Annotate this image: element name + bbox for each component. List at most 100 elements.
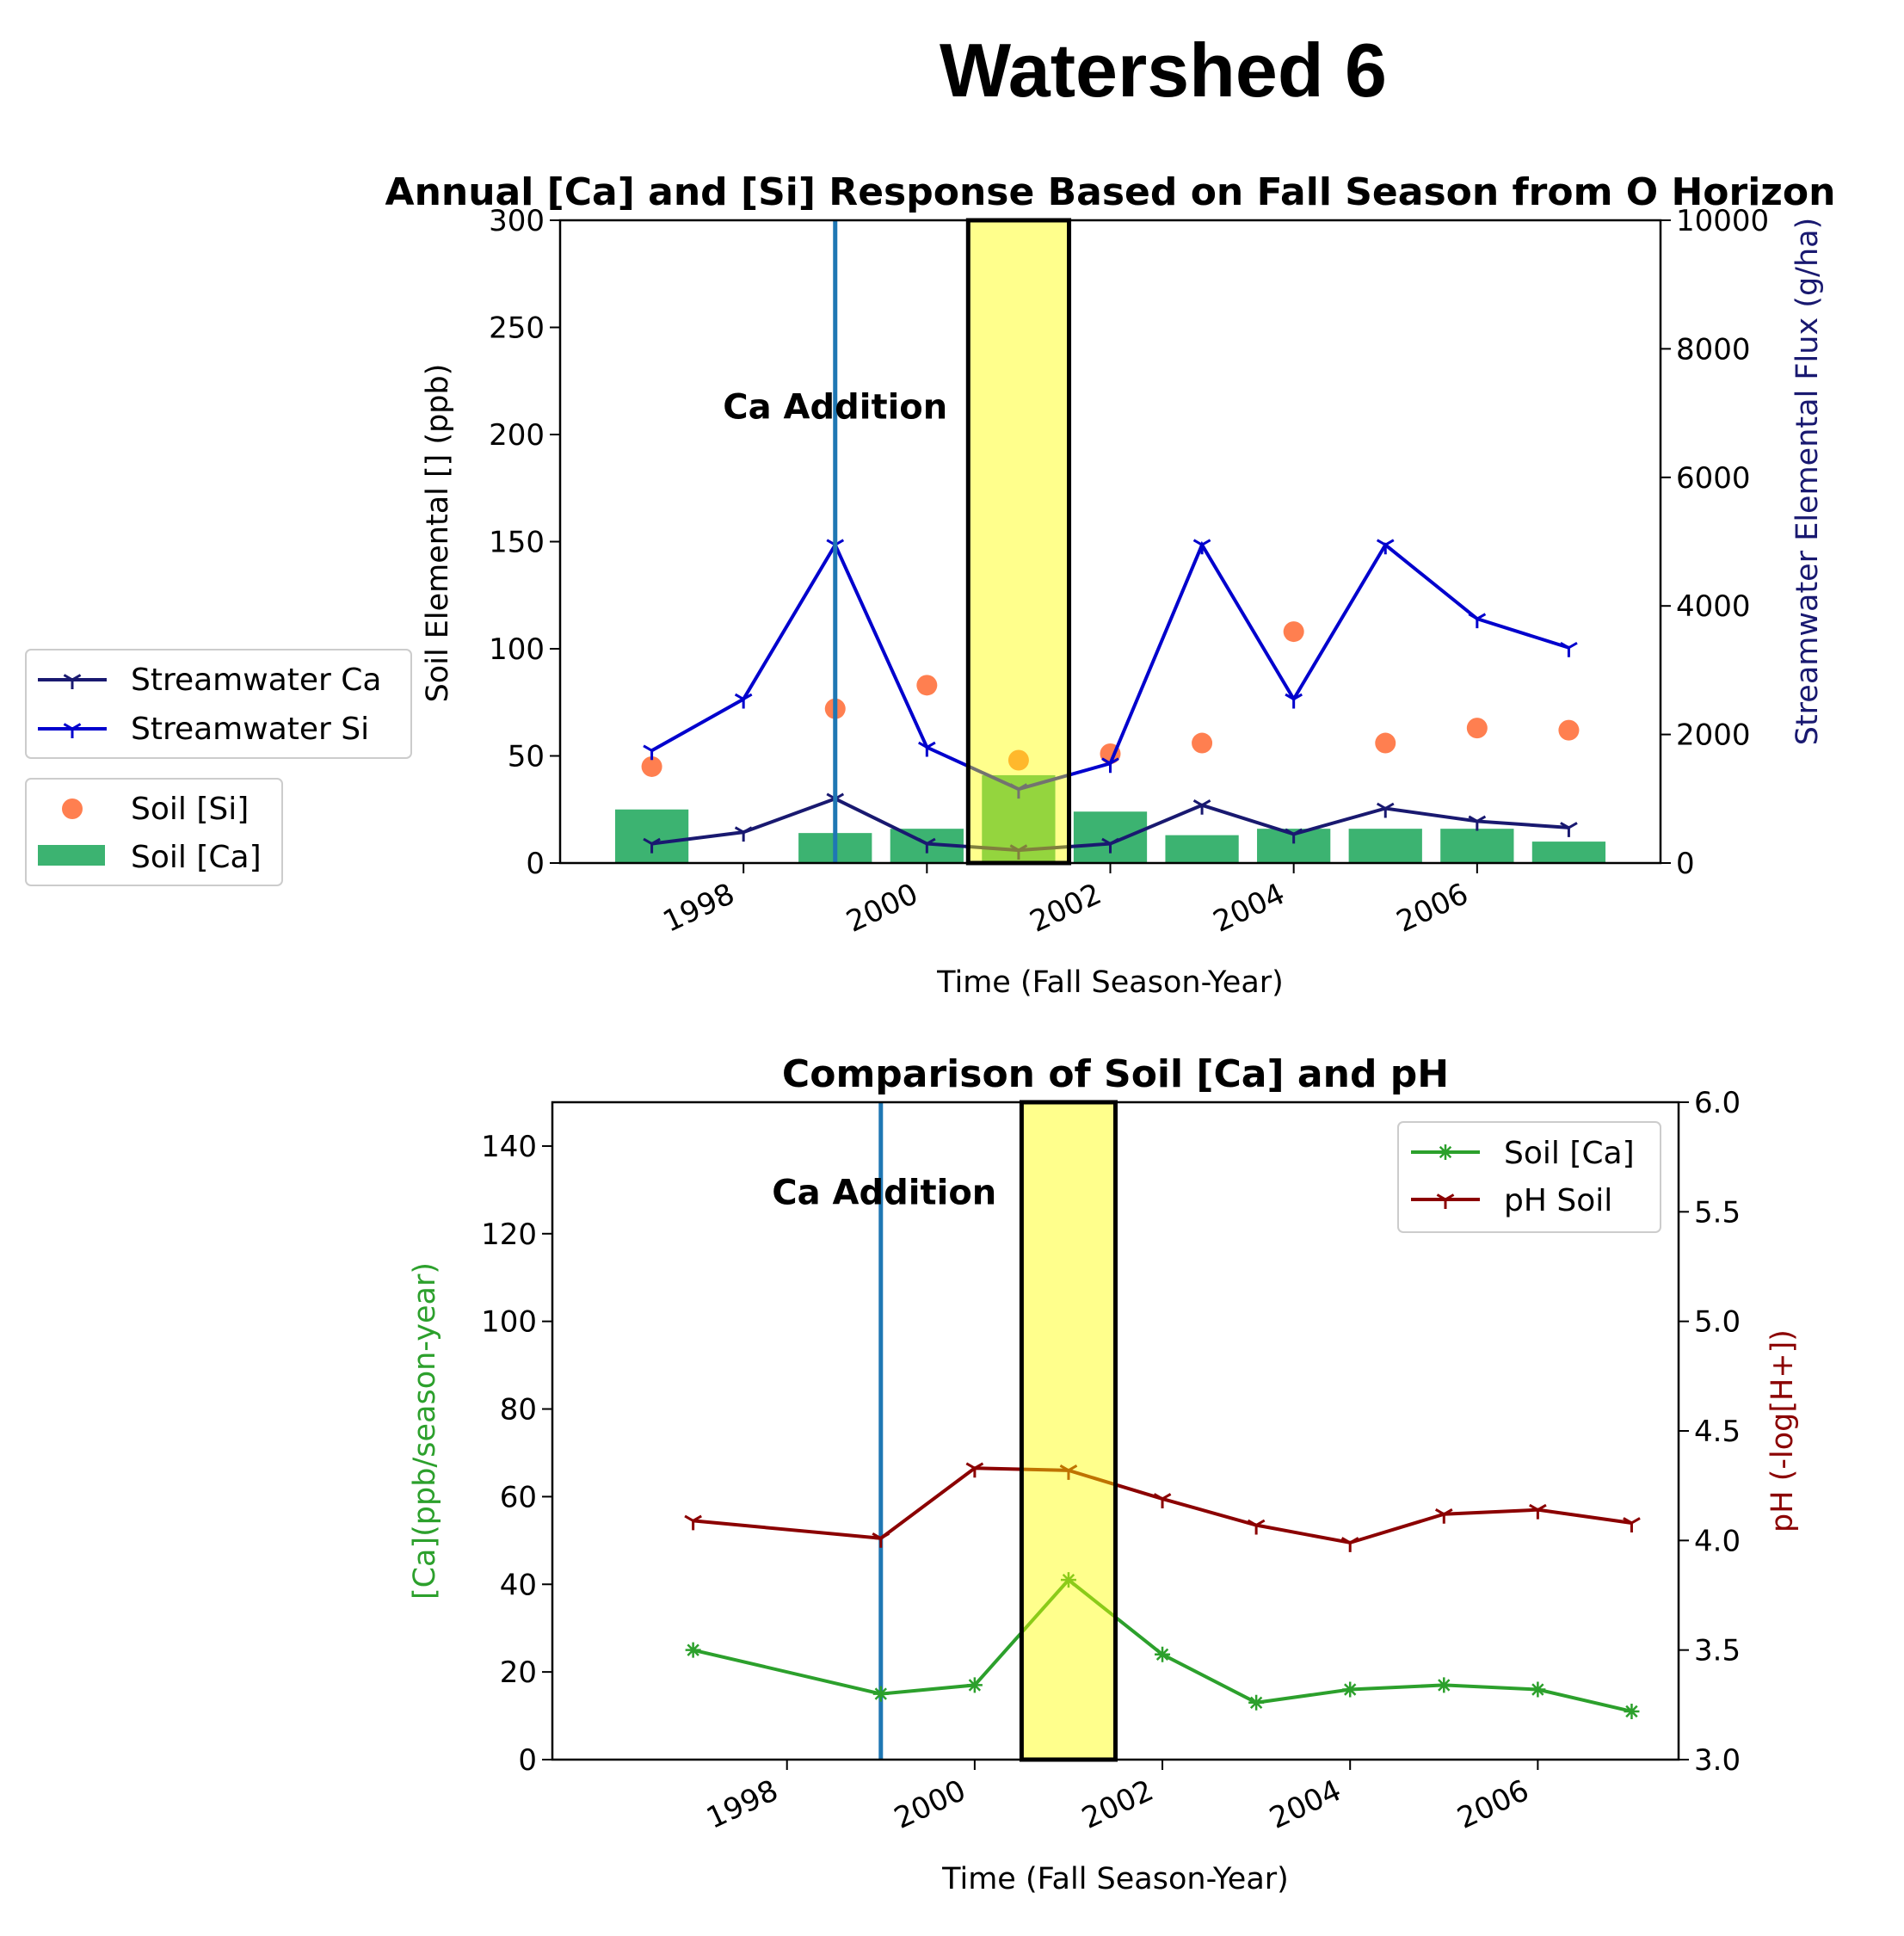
ph-soil-marker [1247, 1519, 1266, 1535]
soil-si-point [1375, 732, 1396, 754]
soil-ca-marker [1342, 1681, 1359, 1698]
legend-label: Streamwater Si [131, 712, 369, 747]
ph-soil-marker [872, 1532, 890, 1548]
soil-ca-marker [872, 1686, 889, 1702]
y2-tick-label: 5.0 [1694, 1305, 1741, 1340]
x-tick-label: 2002 [1025, 877, 1106, 940]
soil-ca-marker [1436, 1677, 1452, 1693]
y-tick-label: 200 [489, 418, 545, 453]
y2-tick-label: 0 [1676, 847, 1695, 881]
axes-title: Comparison of Soil [Ca] and pH [782, 1052, 1449, 1096]
legend-label: Soil [Ca] [1504, 1136, 1635, 1171]
x-tick-label: 1998 [658, 877, 740, 940]
legend-box [25, 649, 412, 759]
streamwater-ca-marker [1101, 837, 1119, 854]
x-tick-label: 2002 [1077, 1773, 1159, 1836]
streamwater-si-marker [1192, 539, 1211, 555]
legend-soil-ph: Soil [Ca] pH Soil [1397, 1121, 1661, 1233]
chart-soil-ca-ph: Comparison of Soil [Ca] and pH 1998 2000 20… [408, 1052, 1800, 1896]
streamwater-ca-marker [1560, 822, 1578, 837]
streamwater-si-marker [734, 693, 753, 709]
axes-frame [551, 1101, 1680, 1761]
y-axis-label: Soil Elemental [] (ppb) [421, 364, 455, 703]
y2-tick-label: 10000 [1676, 204, 1769, 238]
highlight-box [1019, 1100, 1118, 1762]
y-tick-label: 140 [481, 1130, 537, 1164]
y-tick-label: 100 [481, 1305, 537, 1340]
soil-si-point [916, 675, 938, 696]
ca-addition-annotation: Ca Addition [723, 388, 947, 428]
soil-ca-marker [1060, 1572, 1076, 1588]
streamwater-ca-marker [643, 837, 661, 854]
highlight-box [965, 218, 1072, 866]
y-tick-label: 250 [489, 311, 545, 346]
y-tick-label: 300 [489, 204, 545, 238]
streamwater-ca-marker [1285, 828, 1303, 844]
y2-tick-label: 3.0 [1694, 1743, 1741, 1778]
x-tick-label: 2000 [841, 877, 923, 940]
soil-si-point [1192, 732, 1213, 754]
streamwater-si-marker [1560, 641, 1578, 657]
y2-tick-label: 6.0 [1694, 1086, 1741, 1120]
legend-box [1397, 1121, 1661, 1233]
x-axis-label: Time (Fall Season-Year) [936, 965, 1284, 1000]
x-tick-label: 2000 [889, 1773, 970, 1836]
legend-soil: Soil [Si] Soil [Ca] [25, 778, 283, 886]
streamwater-si-marker [643, 744, 661, 761]
soil-ca-marker [966, 1677, 983, 1693]
soil-ca-bar [1073, 811, 1148, 863]
streamwater-si-marker [1468, 613, 1487, 629]
legend-label: Soil [Ca] [131, 840, 262, 875]
soil-ca-bar [1165, 835, 1239, 863]
soil-si-point [1007, 749, 1029, 771]
soil-si-point [1558, 719, 1580, 741]
axes-title: Annual [Ca] and [Si] Response Based on F… [385, 170, 1836, 214]
y-tick-label: 80 [500, 1393, 537, 1427]
legend-point-swatch [62, 798, 83, 819]
ca-addition-annotation: Ca Addition [772, 1174, 996, 1213]
axes-frame [558, 219, 1662, 865]
soil-ca-marker [1248, 1694, 1265, 1711]
x-tick-label: 2006 [1452, 1773, 1534, 1836]
soil-si-point [1283, 621, 1304, 643]
y-tick-label: 0 [518, 1743, 537, 1778]
x-tick-label: 2004 [1265, 1773, 1346, 1836]
y2-tick-label: 6000 [1676, 461, 1751, 496]
ph-soil-line [693, 1466, 1632, 1544]
streamwater-si-marker [1285, 693, 1303, 709]
figure-title: Watershed 6 [940, 28, 1387, 113]
streamwater-si-marker [1376, 539, 1395, 555]
y2-tick-label: 2000 [1676, 718, 1751, 753]
ph-soil-marker [965, 1462, 984, 1478]
y-tick-label: 20 [500, 1655, 537, 1690]
streamwater-si-marker [1009, 783, 1028, 799]
soil-si-point [641, 755, 662, 777]
soil-ca-marker [1155, 1646, 1171, 1662]
soil-ca-line [693, 1577, 1632, 1713]
y2-tick-label: 4.5 [1694, 1415, 1741, 1449]
y-tick-label: 60 [500, 1480, 537, 1514]
legend-bar-swatch [38, 845, 105, 866]
legend-marker-swatch [1436, 1193, 1455, 1209]
legend-marker-swatch [63, 674, 82, 689]
streamwater-ca-marker [1009, 844, 1028, 860]
y-tick-label: 0 [526, 847, 545, 881]
y2-tick-label: 4000 [1676, 589, 1751, 624]
streamwater-si-marker [918, 741, 936, 757]
soil-ca-bar [1531, 842, 1606, 863]
legend-label: Streamwater Ca [131, 663, 381, 698]
y-tick-label: 40 [500, 1568, 537, 1602]
chart-streamwater-response: Annual [Ca] and [Si] Response Based on F… [25, 170, 1836, 1000]
streamwater-ca-marker [734, 826, 753, 842]
legend-marker-swatch [1438, 1144, 1453, 1160]
x-tick-label: 2004 [1208, 877, 1290, 940]
soil-ca-marker [1624, 1703, 1640, 1719]
streamwater-ca-marker [1468, 815, 1487, 831]
soil-ca-bar [1440, 829, 1514, 863]
ph-soil-marker [1153, 1493, 1172, 1508]
y-tick-label: 120 [481, 1218, 537, 1252]
ph-soil-marker [1529, 1503, 1547, 1520]
soil-si-point [1466, 718, 1488, 739]
x-tick-label: 1998 [701, 1773, 783, 1836]
